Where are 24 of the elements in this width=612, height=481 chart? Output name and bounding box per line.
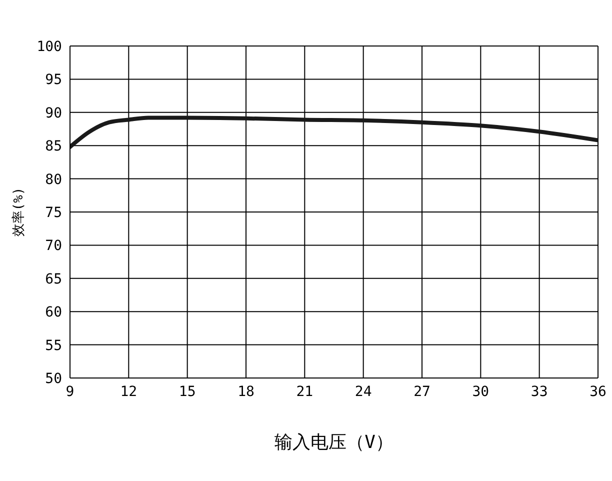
y-tick-label: 100 bbox=[36, 38, 62, 55]
y-tick-label: 60 bbox=[45, 304, 62, 321]
y-tick-label: 55 bbox=[45, 338, 62, 354]
y-tick-label: 85 bbox=[45, 138, 62, 155]
y-tick-label: 75 bbox=[45, 204, 62, 221]
y-tick-label: 50 bbox=[45, 370, 62, 387]
y-tick-label: 70 bbox=[45, 238, 62, 254]
x-tick-label: 33 bbox=[530, 384, 548, 400]
x-tick-label: 30 bbox=[472, 384, 490, 400]
y-tick-label: 90 bbox=[45, 105, 62, 122]
x-tick-label: 9 bbox=[66, 384, 74, 400]
x-tick-label: 21 bbox=[296, 384, 314, 400]
x-axis-title: 输入电压（V） bbox=[274, 432, 394, 453]
y-axis-title: 效率(%) bbox=[10, 187, 27, 237]
line-series bbox=[70, 116, 598, 149]
y-tick-label: 65 bbox=[45, 271, 62, 288]
y-tick-label: 80 bbox=[45, 172, 62, 188]
y-tick-label: 95 bbox=[45, 72, 62, 88]
x-tick-label: 24 bbox=[354, 384, 372, 400]
x-tick-label: 12 bbox=[120, 384, 138, 400]
x-tick-label: 18 bbox=[238, 384, 254, 400]
x-tick-label: 27 bbox=[414, 384, 430, 400]
x-tick-label: 36 bbox=[590, 384, 606, 400]
x-tick-label: 15 bbox=[178, 384, 196, 400]
